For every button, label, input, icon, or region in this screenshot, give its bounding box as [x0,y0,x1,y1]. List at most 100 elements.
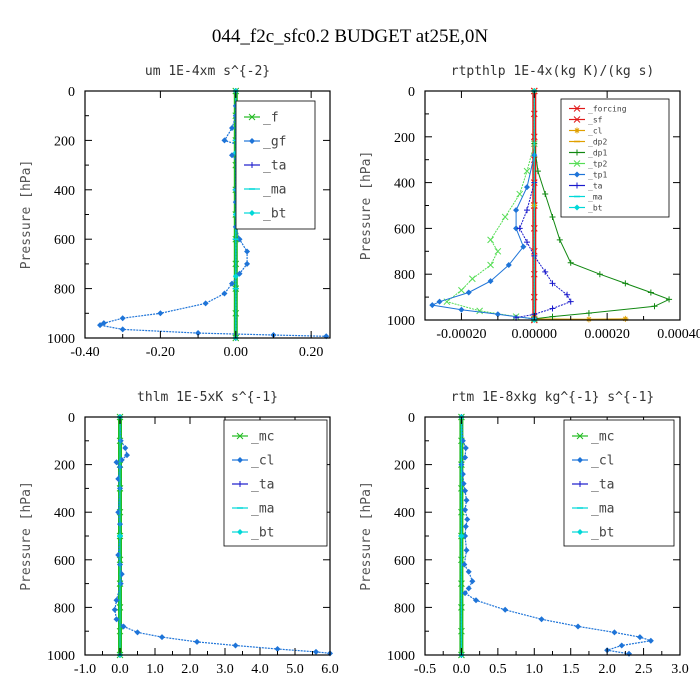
legend-label: _ta [591,478,614,493]
x-tick-label: -1.0 [74,662,96,677]
legend-label: _cl [251,454,274,469]
data-point [244,248,251,255]
legend-label: _bt [263,207,286,222]
data-point [651,303,658,310]
data-point [113,616,120,623]
legend-marker [236,432,244,440]
data-point [462,454,469,461]
series-bt [117,414,123,658]
data-point [436,298,443,305]
figure-title: 044_f2c_sfc0.2 BUDGET at25E,0N [212,26,488,47]
y-tick-label: 600 [54,554,75,569]
legend-marker [577,529,583,535]
data-point [611,629,618,636]
legend-label: _ta [588,181,603,190]
data-point [221,290,228,297]
data-point [476,307,483,315]
y-tick-label: 200 [394,131,415,146]
x-tick-label: 4.0 [251,662,269,677]
x-tick-label: 0.00020 [584,327,630,342]
x-tick-label: -0.40 [70,345,99,360]
data-point [119,326,126,333]
x-tick-label: 6.0 [321,662,339,677]
y-tick-label: 0 [408,411,415,426]
x-tick-label: 2.5 [635,662,653,677]
data-point [229,152,235,159]
data-point [469,578,476,585]
data-point [538,616,545,623]
legend-label: _ta [263,159,286,174]
legend-label: _sf [588,115,603,124]
x-tick-label: 1.0 [526,662,544,677]
data-point [462,523,469,530]
legend-label: _tp1 [588,170,607,179]
y-tick-label: 600 [54,233,75,248]
chart-panel-2: rtpthlp 1E-4x(kg K)/(kg s) Pressure [hPa]… [359,64,700,342]
legend-label: _tp2 [588,159,607,168]
data-point [618,642,625,649]
data-point [520,243,527,250]
data-point [236,270,243,277]
data-point [549,213,556,220]
legend-label: _forcing [588,104,627,113]
legend-label: _f [263,111,279,126]
data-point [473,597,479,604]
y-axis-label: Pressure [hPa] [359,151,374,261]
data-point [195,330,202,337]
legend-label: _mc [251,430,274,445]
data-point [465,568,472,575]
data-point [567,298,574,305]
data-point [124,452,130,459]
data-point [585,316,592,323]
data-point [465,289,472,296]
x-tick-label: 1.5 [562,662,580,677]
x-tick-label: 1.0 [146,662,164,677]
y-tick-label: 200 [394,459,415,474]
legend-label: _mc [591,430,614,445]
series-bt [458,414,465,658]
data-point [460,480,467,487]
data-point [464,516,471,523]
data-point [229,280,235,287]
data-point [221,137,228,144]
data-point [462,444,469,451]
data-point [626,650,632,657]
y-tick-label: 600 [394,554,415,569]
legend-marker [249,210,255,216]
y-tick-label: 0 [408,85,415,100]
legend-marker [574,127,580,134]
legend-marker [576,432,584,440]
legend-box [560,98,670,218]
data-point [549,305,556,312]
y-axis-label: Pressure [hPa] [19,481,34,591]
data-point [549,280,556,287]
legend-label: _cl [591,454,614,469]
data-point [194,638,200,645]
data-point [429,302,436,309]
data-point [647,289,654,296]
x-tick-label: 5.0 [286,662,304,677]
data-point [111,606,118,613]
x-tick-label: 0.0 [111,662,129,677]
legend-label: _ma [263,183,286,198]
chart-panel-3: thlm 1E-5xK s^{-1} Pressure [hPa] -1.0 0.0 1… [19,390,339,677]
legend-label: _ma [251,502,274,517]
y-axis-label: Pressure [hPa] [19,160,34,270]
data-point [117,437,124,444]
data-point [516,225,523,232]
data-point [313,648,319,655]
data-point [564,291,571,298]
y-tick-label: 0 [68,411,75,426]
y-tick-label: 400 [54,184,75,199]
data-point [202,300,209,307]
data-point [534,168,541,175]
y-tick-label: 400 [394,177,415,192]
y-tick-label: 200 [54,134,75,149]
y-tick-label: 800 [54,601,75,616]
data-point [513,225,520,232]
data-point [120,623,127,630]
legend-marker [573,116,581,123]
series-line [516,182,572,319]
data-point [549,313,556,320]
